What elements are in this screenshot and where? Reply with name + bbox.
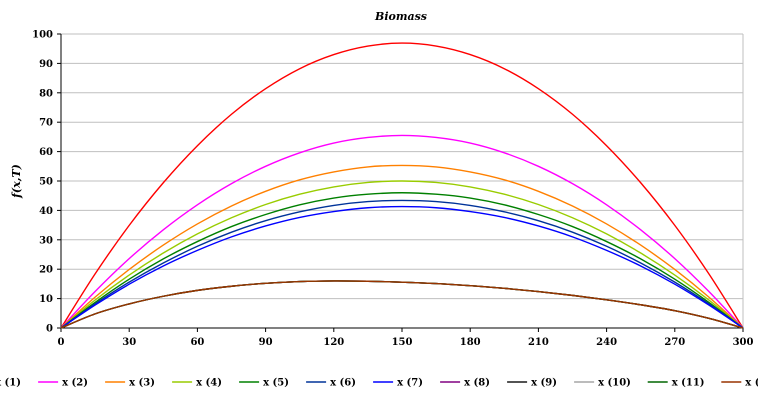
- legend-item: x (10): [574, 378, 631, 389]
- legend-label: x (5): [263, 378, 289, 389]
- legend-item: x (6): [306, 378, 356, 389]
- legend-item: x (1): [0, 378, 21, 389]
- legend-item: x (8): [440, 378, 490, 389]
- y-tick-label: 40: [39, 206, 53, 217]
- x-tick-label: 30: [122, 337, 136, 348]
- chart-title: Biomass: [374, 10, 427, 23]
- legend-label: x (9): [531, 378, 557, 389]
- legend-label: x (11): [672, 378, 705, 389]
- y-tick-label: 60: [39, 147, 53, 158]
- y-tick-label: 100: [32, 30, 53, 41]
- x-tick-label: 60: [190, 337, 204, 348]
- series-line: [60, 280, 744, 329]
- legend-label: x (3): [129, 378, 155, 389]
- legend-label: x (7): [397, 378, 423, 389]
- series-line: [60, 192, 744, 329]
- legend-item: x (11): [647, 378, 705, 389]
- y-tick-label: 90: [39, 59, 53, 70]
- legend-label: x (8): [464, 378, 490, 389]
- series-line: [60, 205, 744, 329]
- legend-item: x (3): [105, 378, 155, 389]
- x-tick-label: 150: [392, 337, 413, 348]
- y-tick-label: 20: [39, 265, 53, 276]
- x-tick-label: 210: [528, 337, 549, 348]
- x-tick-label: 180: [460, 337, 481, 348]
- legend-item: x (5): [239, 378, 289, 389]
- legend-label: x (1): [0, 378, 21, 389]
- x-tick-label: 270: [664, 337, 685, 348]
- y-axis-label: f(x,T): [10, 164, 23, 199]
- x-tick-label: 0: [58, 337, 65, 348]
- series-line: [60, 180, 744, 329]
- series-line: [60, 164, 744, 329]
- x-tick-label: 90: [259, 337, 273, 348]
- series-line: [60, 42, 744, 329]
- legend-item: x (7): [373, 378, 423, 389]
- legend-label: x (2): [62, 378, 88, 389]
- legend-item: x (4): [172, 378, 222, 389]
- series-line: [60, 199, 744, 329]
- legend-item: x (12): [721, 378, 758, 389]
- y-tick-label: 0: [46, 324, 53, 335]
- legend: x (1) x (2) x (3) x (4) x (5) x (6) x (7) x (8)…: [0, 378, 758, 389]
- legend-label: x (4): [196, 378, 222, 389]
- axes: 0 10 20 30 40 50 60 70 80 90 100 0 30 60 90 120 150 180 21…: [32, 30, 753, 349]
- y-tick-label: 70: [39, 118, 53, 129]
- y-tick-label: 80: [39, 88, 53, 99]
- series-line: [60, 134, 744, 329]
- legend-item: x (2): [38, 378, 88, 389]
- x-tick-label: 120: [323, 337, 344, 348]
- legend-label: x (12): [745, 378, 758, 389]
- legend-item: x (9): [507, 378, 557, 389]
- legend-label: x (10): [598, 378, 631, 389]
- x-tick-label: 300: [733, 337, 754, 348]
- series-lines: [60, 42, 744, 329]
- y-tick-label: 10: [39, 294, 53, 305]
- y-tick-label: 30: [39, 235, 53, 246]
- y-tick-label: 50: [39, 177, 53, 188]
- legend-label: x (6): [330, 378, 356, 389]
- x-tick-label: 240: [596, 337, 617, 348]
